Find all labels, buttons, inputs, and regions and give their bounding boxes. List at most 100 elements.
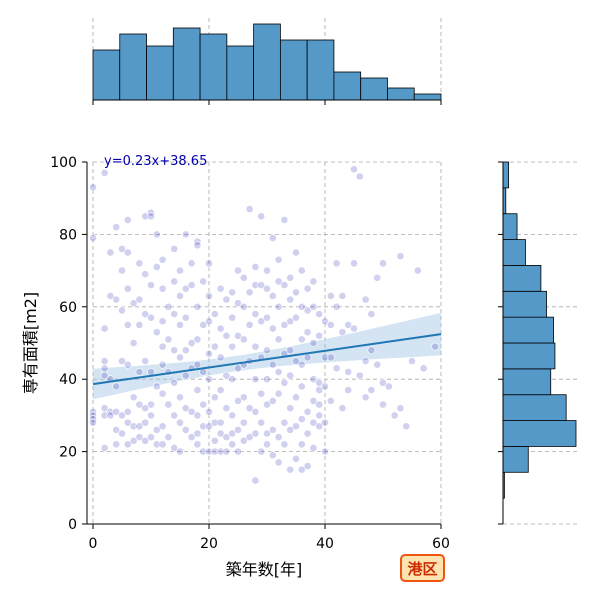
scatter-point [193, 429, 202, 438]
scatter-point [280, 281, 289, 289]
main-axes: 0 20 40 60 0 20 40 60 80 100 [50, 155, 450, 552]
scatter-point [245, 288, 254, 297]
scatter-point [315, 400, 324, 409]
scatter-point [274, 458, 283, 467]
scatter-point [152, 328, 161, 337]
scatter-point [129, 339, 138, 347]
scatter-point [257, 418, 266, 427]
scatter-point [274, 277, 283, 286]
scatter-point [210, 310, 219, 318]
scatter-point [321, 353, 329, 362]
top-histogram-bar [92, 49, 121, 101]
scatter-point [152, 230, 161, 239]
scatter-point [210, 436, 219, 445]
scatter-point [297, 360, 306, 369]
scatter-point [274, 389, 283, 398]
scatter-point [228, 411, 237, 420]
scatter-point [326, 353, 335, 362]
scatter-point [187, 407, 196, 416]
scatter-point [419, 364, 428, 373]
scatter-point [297, 335, 306, 344]
scatter-point [251, 263, 260, 271]
scatter-point [147, 400, 155, 409]
scatter-point [263, 429, 271, 438]
top-histogram-bar [146, 45, 174, 101]
y-tick-label: 100 [50, 155, 77, 171]
scatter-point [280, 418, 289, 427]
scatter-point [181, 404, 190, 413]
scatter-point [205, 317, 213, 326]
scatter-point [106, 411, 115, 420]
scatter-point [216, 353, 225, 362]
scatter-point [228, 429, 237, 438]
scatter-point [158, 440, 167, 449]
scatter-point [123, 418, 132, 427]
scatter-point [280, 440, 289, 449]
scatter-point [135, 422, 144, 431]
top-histogram-bar [279, 39, 308, 101]
scatter-point [199, 320, 208, 329]
scatter-point [309, 339, 318, 347]
scatter-point [187, 339, 196, 347]
scatter-point [216, 429, 225, 438]
scatter-point [176, 292, 184, 300]
top-histogram-axis [92, 99, 442, 105]
scatter-point [205, 349, 213, 358]
scatter-point [129, 393, 138, 402]
scatter-point [297, 266, 306, 275]
scatter-point [228, 313, 237, 322]
scatter-point [112, 295, 121, 304]
scatter-point [222, 295, 231, 304]
scatter-point [361, 357, 370, 365]
scatter-point [170, 346, 179, 355]
scatter-point [309, 444, 318, 452]
scatter-point [338, 404, 347, 413]
y-axis-label: 専有面積[m2] [21, 292, 40, 394]
scatter-point [292, 422, 300, 431]
scatter-point [181, 313, 190, 322]
scatter-point [274, 255, 283, 264]
scatter-point [292, 248, 300, 257]
scatter-point [147, 281, 155, 289]
scatter-point [292, 288, 300, 297]
scatter-point [286, 295, 295, 304]
scatter-point [158, 255, 167, 264]
scatter-point [89, 183, 97, 192]
scatter-point [129, 422, 138, 431]
scatter-point [297, 382, 306, 391]
scatter-point [112, 425, 121, 434]
district-badge: 港区 [400, 554, 445, 582]
confidence-band [93, 312, 441, 400]
x-tick-label: 40 [316, 536, 334, 552]
scatter-point [245, 433, 254, 442]
top-histogram-bar [413, 93, 442, 101]
scatter-point [193, 411, 202, 420]
scatter-point [176, 353, 184, 362]
scatter-point [164, 302, 173, 311]
right-histogram-bar [502, 213, 518, 240]
scatter-point [268, 425, 277, 434]
scatter-point [234, 331, 242, 340]
scatter-point [350, 324, 358, 333]
scatter-point [89, 234, 97, 242]
scatter-point [268, 324, 277, 333]
scatter-point [245, 404, 254, 413]
scatter-point [286, 317, 295, 326]
scatter-point [129, 436, 138, 445]
right-histogram-bar [502, 239, 526, 266]
right-histogram-bar [502, 368, 552, 396]
scatter-point [210, 418, 219, 427]
scatter-point [234, 397, 242, 405]
scatter-point [413, 266, 422, 275]
scatter-point [344, 386, 353, 394]
y-tick-label: 0 [68, 517, 77, 533]
scatter-point [141, 212, 150, 221]
scatter-point [222, 447, 231, 456]
scatter-point [181, 371, 190, 380]
scatter-point [344, 320, 353, 329]
scatter-point [210, 447, 219, 456]
scatter-point [245, 205, 254, 213]
scatter-point [297, 465, 306, 474]
scatter-point [193, 241, 202, 250]
scatter-point [332, 364, 341, 373]
